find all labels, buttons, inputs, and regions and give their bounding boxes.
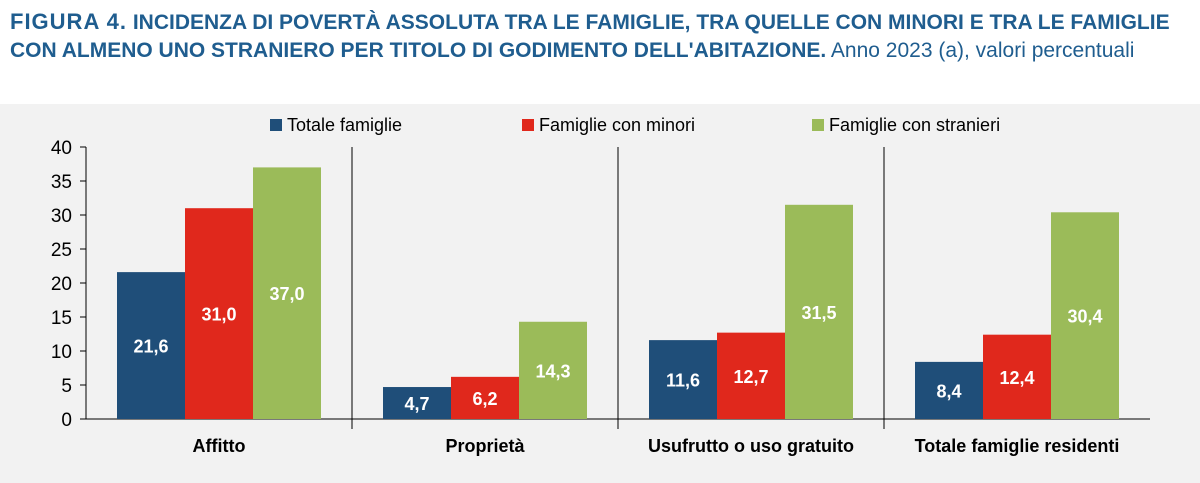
y-tick-label: 15	[51, 308, 72, 329]
bar-chart: 0 5 10 15 20 25 30 35 40 21,6 31,0 37,0 Affitto 4,7 6,…	[51, 115, 1150, 456]
data-label: 21,6	[133, 337, 168, 357]
legend-swatch	[270, 119, 282, 131]
y-tick-label: 10	[51, 342, 72, 363]
bar	[717, 332, 785, 419]
x-category-label: Totale famiglie residenti	[915, 436, 1120, 456]
y-tick-label: 35	[51, 172, 72, 193]
data-label: 12,7	[733, 367, 768, 387]
figure-subtitle: Anno 2023 (a), valori percentuali	[830, 39, 1135, 62]
legend-swatch	[522, 119, 534, 131]
legend-label: Totale famiglie	[287, 115, 402, 135]
data-label: 37,0	[269, 284, 304, 304]
bar	[519, 321, 587, 419]
bar	[983, 334, 1051, 419]
figure-label: FIGURA 4.	[10, 9, 127, 34]
y-tick-label: 30	[51, 206, 72, 227]
chart-area: 0 5 10 15 20 25 30 35 40 21,6 31,0 37,0 Affitto 4,7 6,…	[0, 104, 1200, 483]
legend-swatch	[812, 119, 824, 131]
data-label: 8,4	[936, 381, 961, 401]
bar	[1051, 212, 1119, 419]
legend-label: Famiglie con stranieri	[829, 115, 1000, 135]
data-label: 11,6	[666, 371, 700, 391]
bar	[383, 387, 451, 419]
bar	[649, 340, 717, 419]
bar	[117, 272, 185, 419]
x-category-label: Usufrutto o uso gratuito	[648, 436, 854, 456]
y-tick-label: 0	[61, 410, 72, 431]
bar	[185, 208, 253, 419]
legend-label: Famiglie con minori	[539, 115, 695, 135]
bar	[915, 361, 983, 419]
y-tick-label: 25	[51, 240, 72, 261]
bar	[253, 167, 321, 419]
bar	[785, 204, 853, 419]
y-tick-label: 40	[51, 138, 72, 159]
y-tick-label: 5	[61, 376, 72, 397]
data-label: 30,4	[1067, 307, 1102, 327]
data-label: 12,4	[999, 368, 1034, 388]
data-label: 31,5	[801, 303, 836, 323]
data-label: 4,7	[404, 394, 429, 414]
data-label: 6,2	[472, 389, 497, 409]
x-category-label: Proprietà	[445, 436, 525, 456]
data-label: 31,0	[201, 305, 236, 325]
x-category-label: Affitto	[193, 436, 246, 456]
bar	[451, 376, 519, 419]
y-tick-label: 20	[51, 274, 72, 295]
figure-title: INCIDENZA DI POVERTÀ ASSOLUTA TRA LE FAM…	[10, 11, 1170, 62]
figure-title-block: FIGURA 4. INCIDENZA DI POVERTÀ ASSOLUTA …	[10, 8, 1190, 65]
data-label: 14,3	[535, 361, 570, 381]
